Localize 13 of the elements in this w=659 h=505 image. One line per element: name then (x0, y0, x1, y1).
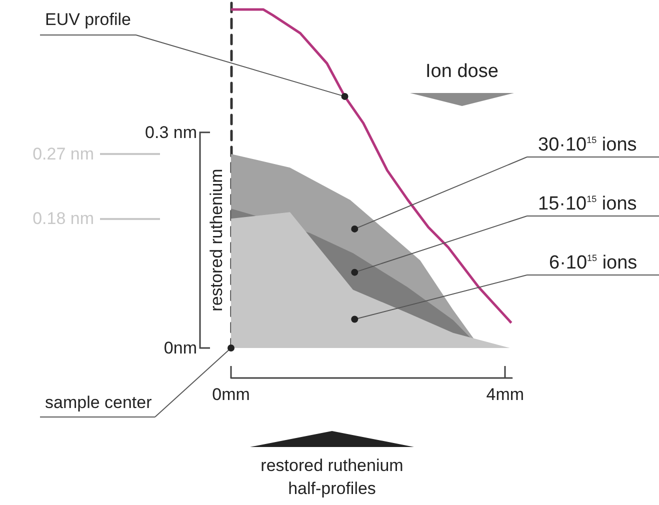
text: 15·10$^{15}$ ions (538, 192, 637, 214)
y-tick-label: 0nm (164, 338, 197, 358)
y-axis-title: restored ruthenium (207, 168, 227, 312)
x-tick-label: 0mm (212, 385, 250, 404)
text: 6·10$^{15}$ ions (549, 251, 638, 274)
line-series (230, 8, 513, 324)
annotation: sample center (45, 393, 152, 413)
legend-title: Ion dose (426, 61, 498, 82)
y-tick-label: 0.3 nm (145, 122, 197, 142)
x-tick-label: 4mm (486, 385, 524, 404)
text: EUV profile (45, 10, 131, 30)
text: 30·10$^{15}$ ions (538, 133, 637, 156)
text: restored ruthenium half-profiles (260, 455, 404, 500)
